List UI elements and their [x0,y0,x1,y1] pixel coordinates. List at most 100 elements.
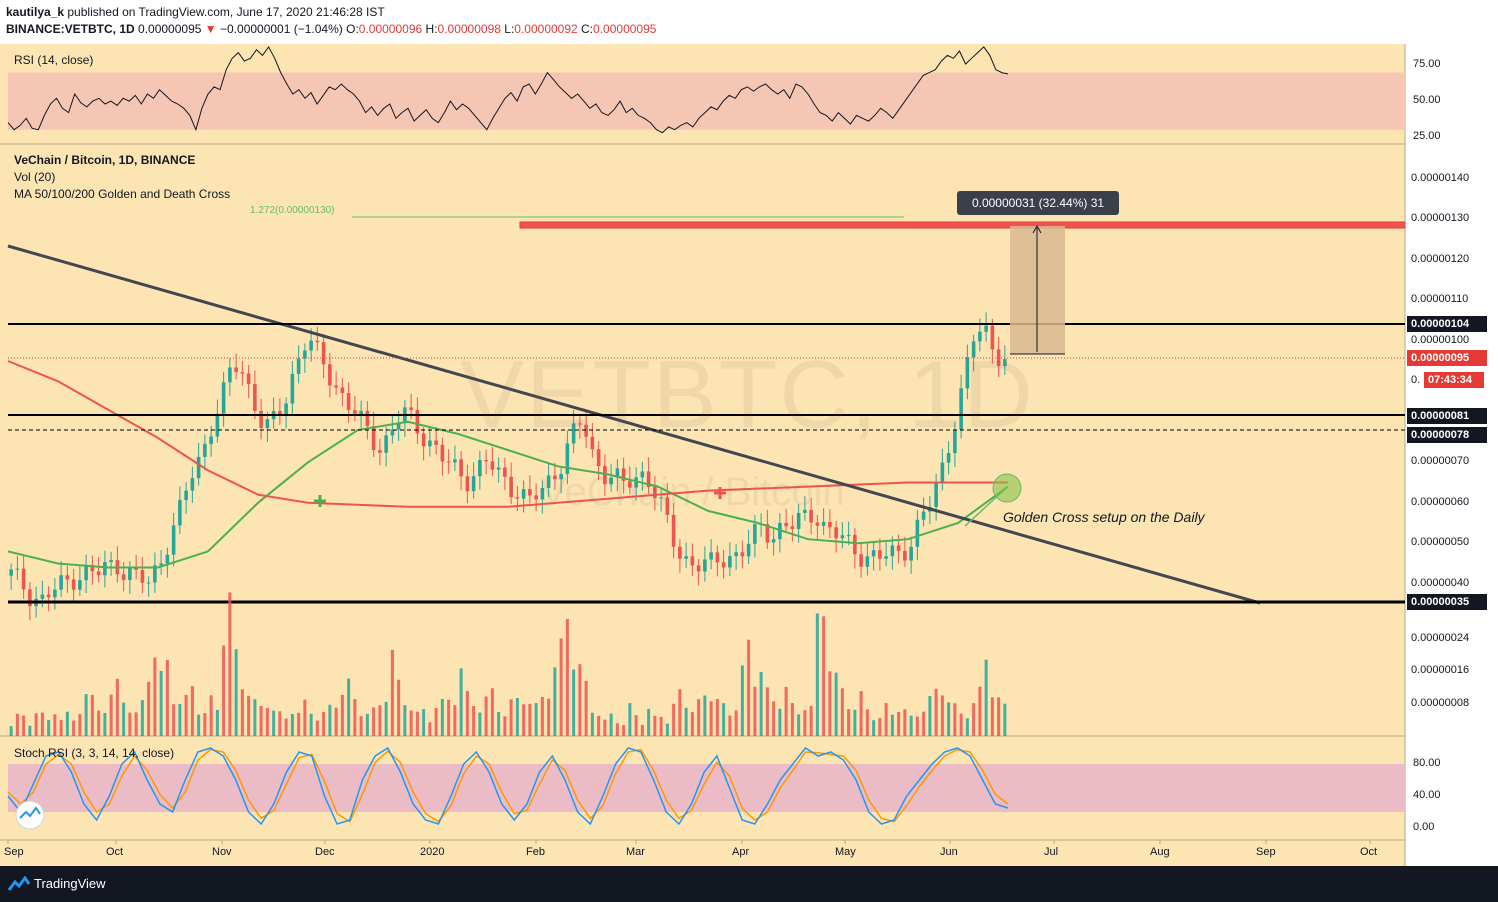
candle-body [178,500,182,526]
volume-bar [372,707,376,736]
candle-body [565,443,570,474]
volume-bar [247,695,251,736]
volume-bar [834,672,838,736]
candle-body [459,459,463,477]
candle-body [703,559,707,572]
candle-body [503,467,507,477]
x-tick-label: Jul [1044,846,1059,858]
candle-body [9,569,13,576]
target-zone[interactable] [519,221,1406,229]
candle-body [584,424,588,437]
volume-bar [934,688,938,736]
candle-body [265,419,270,428]
candle-body [471,476,476,492]
volume-bar [665,723,669,736]
candle-body [134,568,138,570]
candle-body [159,563,163,566]
volume-bar [647,708,651,736]
candle-body [428,440,432,447]
volume-bar [953,703,957,736]
x-tick-label: Aug [1150,846,1170,858]
candle-body [284,403,288,415]
candle-body [559,473,563,480]
vol-label[interactable]: Vol (20) [14,170,56,184]
candle-body [715,552,720,563]
volume-bar [409,710,413,736]
volume-bar [747,639,751,736]
volume-bar [447,699,451,736]
volume-bar [197,714,201,736]
volume-bar [672,703,676,736]
candle-body [809,509,813,523]
volume-bar [190,686,194,736]
open-value: 0.00000096 [358,22,423,36]
candle-body [590,436,595,450]
candle-body [240,372,245,374]
volume-bar [603,719,607,736]
stoch-tick: 80.00 [1413,757,1441,769]
ma-label[interactable]: MA 50/100/200 Golden and Death Cross [14,187,231,201]
volume-bar [772,701,776,736]
volume-bar [284,718,288,736]
high-value: 0.00000098 [437,22,501,36]
symbol-watermark: VETBTC, 1D [460,341,1035,448]
footer-brand[interactable]: TradingView [34,876,106,891]
x-tick-label: Sep [1256,846,1276,858]
volume-bar [347,678,351,736]
price-tick: 0.00000060 [1411,495,1470,508]
tradingview-badge-icon[interactable] [15,800,45,830]
main-title[interactable]: VeChain / Bitcoin, 1D, BINANCE [14,153,196,167]
volume-bar [534,703,538,736]
candle-body [865,556,870,567]
candle-body [903,550,907,561]
candle-body [684,556,688,559]
candle-body [965,357,970,389]
rsi-label[interactable]: RSI (14, close) [14,53,94,67]
volume-bar [178,703,182,736]
volume-bar [478,712,482,736]
volume-bar [340,694,344,736]
symbol-label[interactable]: BINANCE:VETBTC, 1D [6,22,135,36]
golden-cross-marker[interactable] [992,473,1022,503]
stoch-label[interactable]: Stoch RSI (3, 3, 14, 14, close) [14,746,175,760]
candle-body [90,565,95,572]
descending-trendline[interactable] [7,244,1261,605]
ohlc-line: BINANCE:VETBTC, 1D 0.00000095 ▼ −0.00000… [6,22,657,36]
candle-body [390,429,395,436]
candle-body [246,373,251,385]
volume-bar [90,694,94,736]
x-tick-label: Dec [315,846,335,858]
candle-body [121,574,126,580]
candle-body [421,433,426,447]
candle-body [896,545,901,551]
volume-bar [140,700,144,736]
volume-bar [615,723,619,736]
volume-bar [53,714,57,736]
golden-cross-note[interactable]: Golden Cross setup on the Daily [1003,509,1205,525]
volume-bar [459,668,463,736]
candle-body [340,387,345,394]
candle-body [821,521,826,526]
volume-bar [290,714,294,736]
author-name[interactable]: kautilya_k [6,5,65,19]
volume-bar [109,694,113,736]
candle-body [65,575,70,580]
candle-body [890,545,895,557]
candle-body [640,471,645,478]
volume-bar [678,689,682,736]
volume-bar [528,703,532,736]
price-tick: 0.00000100 [1411,333,1470,346]
volume-bar [303,699,307,736]
x-tick-label: Sep [4,846,24,858]
candle-body [153,565,157,583]
volume-bar [47,719,51,736]
volume-tick: 0.00000008 [1411,696,1470,709]
candle-body [753,524,757,544]
chart-canvas[interactable] [0,0,1498,866]
volume-bar [997,697,1001,736]
volume-bar [259,706,263,736]
volume-bar [497,712,501,736]
volume-bar [684,707,688,736]
candle-body [784,522,788,527]
candle-body [696,565,701,572]
